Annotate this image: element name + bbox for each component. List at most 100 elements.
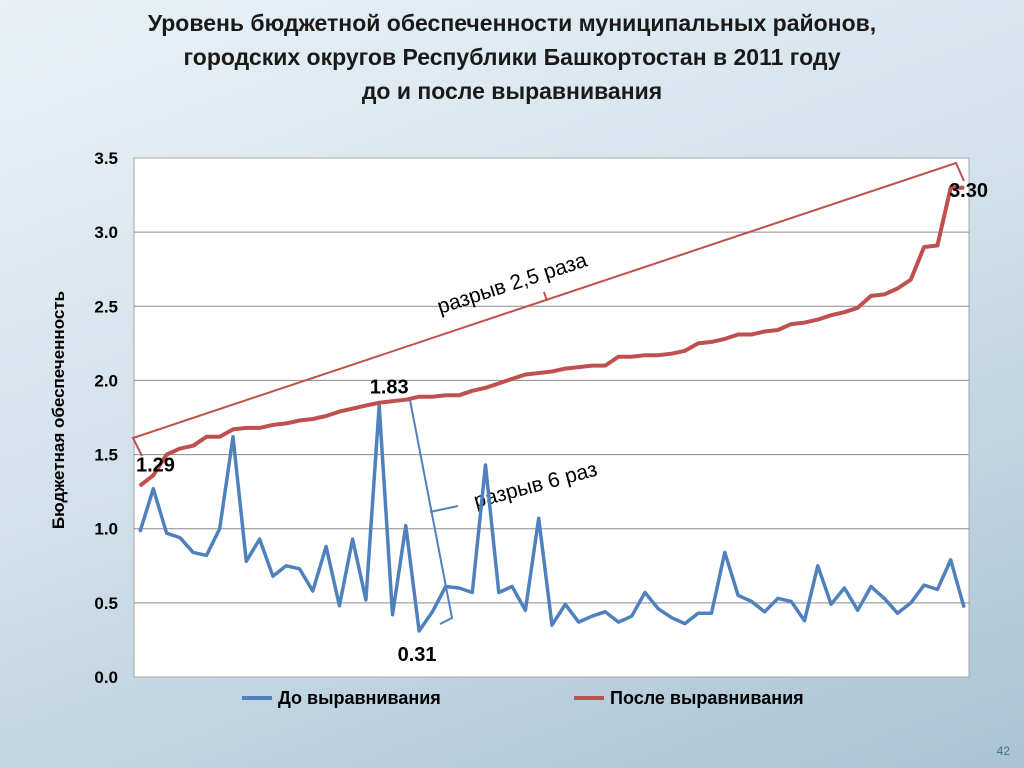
data-point bbox=[684, 622, 686, 625]
data-point bbox=[351, 407, 354, 410]
data-point bbox=[803, 321, 806, 324]
data-point bbox=[444, 585, 447, 588]
data-label: 3.30 bbox=[949, 180, 988, 202]
data-point bbox=[591, 615, 593, 618]
data-point bbox=[285, 422, 287, 425]
data-point bbox=[311, 418, 314, 420]
data-point bbox=[564, 603, 567, 606]
gap-before-tick bbox=[429, 505, 459, 513]
data-point bbox=[351, 538, 354, 540]
y-tick-label: 1.0 bbox=[94, 520, 118, 539]
data-point bbox=[963, 186, 965, 189]
data-point bbox=[630, 615, 633, 618]
data-point bbox=[564, 367, 567, 370]
data-point bbox=[205, 435, 208, 438]
data-point bbox=[338, 605, 341, 607]
data-point bbox=[258, 538, 261, 540]
y-tick-label: 0.0 bbox=[94, 668, 118, 687]
data-point bbox=[311, 590, 314, 592]
data-point bbox=[763, 610, 766, 613]
data-point bbox=[644, 354, 646, 357]
data-point bbox=[139, 530, 141, 533]
data-point bbox=[179, 447, 181, 450]
data-point bbox=[139, 484, 141, 487]
data-point bbox=[577, 366, 580, 368]
data-point bbox=[258, 427, 261, 429]
data-point bbox=[723, 338, 726, 340]
data-point bbox=[577, 621, 580, 623]
data-point bbox=[232, 435, 234, 438]
data-point bbox=[498, 591, 500, 594]
data-point bbox=[179, 536, 181, 539]
plot-area bbox=[133, 157, 970, 678]
data-point bbox=[405, 398, 407, 401]
data-point bbox=[737, 333, 739, 336]
data-point bbox=[710, 341, 713, 343]
data-point bbox=[325, 415, 327, 417]
data-point bbox=[165, 532, 168, 534]
data-label: 1.29 bbox=[136, 455, 175, 477]
data-point bbox=[551, 624, 553, 626]
data-point bbox=[218, 435, 221, 438]
data-point bbox=[245, 427, 248, 429]
data-point bbox=[830, 603, 832, 606]
data-point bbox=[763, 330, 766, 333]
data-point bbox=[923, 584, 925, 586]
data-point bbox=[790, 323, 793, 325]
data-point bbox=[418, 395, 420, 398]
data-point bbox=[152, 487, 155, 490]
data-point bbox=[471, 591, 474, 594]
data-point bbox=[630, 355, 633, 358]
data-point bbox=[830, 314, 832, 316]
data-point bbox=[644, 591, 646, 594]
data-point bbox=[458, 587, 460, 589]
data-point bbox=[391, 400, 394, 402]
data-point bbox=[657, 607, 660, 610]
y-tick-label: 1.5 bbox=[94, 446, 118, 465]
data-point bbox=[843, 311, 846, 314]
page-number: 42 bbox=[996, 744, 1010, 758]
data-point bbox=[856, 609, 859, 612]
data-point bbox=[684, 349, 686, 352]
data-point bbox=[511, 585, 513, 588]
data-point bbox=[511, 378, 513, 380]
data-point bbox=[165, 453, 168, 456]
data-point bbox=[870, 585, 872, 588]
data-point bbox=[218, 527, 221, 530]
data-point bbox=[192, 551, 194, 554]
data-point bbox=[750, 600, 753, 603]
data-point bbox=[418, 630, 420, 632]
legend-entry: До выравнивания bbox=[278, 688, 441, 708]
y-tick-label: 3.0 bbox=[94, 223, 118, 242]
data-point bbox=[298, 419, 301, 422]
data-point bbox=[378, 401, 381, 404]
data-point bbox=[591, 364, 593, 367]
data-point bbox=[431, 610, 434, 613]
y-axis-label: Бюджетная обеспеченность bbox=[49, 291, 68, 529]
data-label: 1.83 bbox=[370, 377, 409, 399]
page-title: Уровень бюджетной обеспеченности муницип… bbox=[20, 6, 1004, 108]
data-point bbox=[670, 352, 673, 355]
data-point bbox=[365, 404, 367, 407]
y-tick-label: 2.0 bbox=[94, 371, 118, 390]
data-point bbox=[604, 610, 606, 613]
data-point bbox=[883, 293, 886, 296]
data-point bbox=[910, 602, 912, 604]
data-point bbox=[378, 404, 381, 407]
data-point bbox=[710, 612, 713, 615]
gap-after-tick bbox=[543, 291, 548, 302]
legend-entry: После выравнивания bbox=[610, 688, 804, 708]
data-point bbox=[617, 621, 620, 623]
data-point bbox=[152, 474, 155, 477]
data-point bbox=[777, 329, 779, 331]
data-point bbox=[657, 354, 660, 357]
data-point bbox=[272, 575, 274, 577]
data-point bbox=[524, 373, 527, 376]
y-tick-label: 0.5 bbox=[94, 594, 118, 613]
data-point bbox=[949, 186, 952, 189]
y-tick-label: 3.5 bbox=[94, 149, 118, 168]
data-point bbox=[617, 355, 620, 358]
data-point bbox=[777, 597, 779, 600]
data-point bbox=[949, 559, 952, 561]
